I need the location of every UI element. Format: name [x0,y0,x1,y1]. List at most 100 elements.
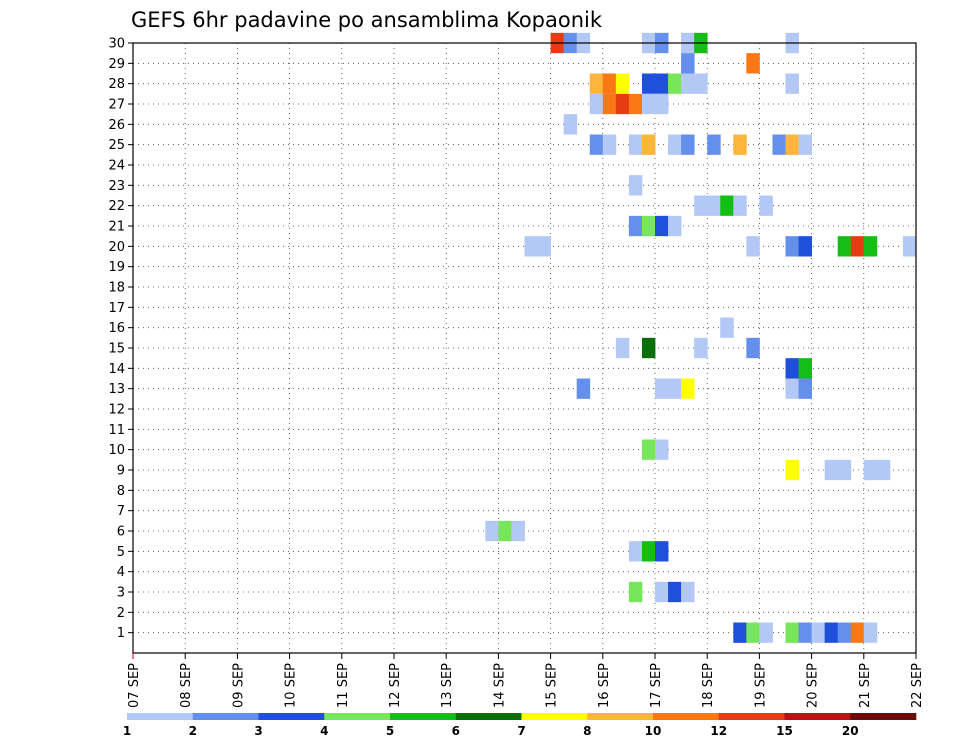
y-axis: 1234567891011121314151617181920212223242… [108,37,133,641]
precip-cell [641,215,656,237]
x-tick-label: 22 SEP [910,663,925,708]
colorbar-label: 20 [842,724,859,738]
precip-cell [589,134,604,155]
precip-cell [628,93,643,115]
precip-cell [602,134,617,155]
colorbar-segment [784,713,851,720]
y-tick-label: 7 [117,504,125,519]
y-tick-label: 23 [108,179,125,194]
y-tick-label: 20 [108,240,125,255]
precip-cell [798,622,812,643]
precip-cell [655,93,669,115]
precip-cell [746,622,760,643]
x-axis: 07 SEP 08 SEP 09 SEP 10 SEP 11 SEP 12 SEP 13 S… [127,653,925,708]
precip-cell [511,520,525,542]
precip-cell [746,337,760,359]
colorbar: 1 2 3 4 5 6 7 8 10 12 15 20 [123,713,917,738]
y-tick-label: 19 [108,260,125,275]
precip-cell [655,73,669,94]
precip-cell [785,358,799,379]
y-tick-label: 18 [108,281,125,296]
precip-cell [641,337,656,359]
y-tick-label: 27 [108,98,125,113]
precip-cell [694,73,708,94]
y-tick-label: 17 [108,301,125,316]
x-tick-label: 14 SEP [492,663,507,708]
precip-cell [681,73,695,94]
precip-cell [746,236,760,257]
colorbar-segment [455,713,522,720]
precip-cell [785,622,799,643]
precip-cell [707,195,721,216]
colorbar-segment [587,713,654,720]
precip-cell [681,53,695,74]
precip-cell [668,134,682,155]
precip-cell [837,236,852,257]
precip-cell [837,459,852,481]
precip-cell [537,236,551,257]
precip-cell [707,134,721,155]
colorbar-label: 5 [386,724,394,738]
colorbar-label: 15 [776,724,793,738]
y-tick-label: 14 [108,362,125,377]
precip-cell [759,195,773,216]
x-tick-label: 10 SEP [284,663,299,708]
precip-cell [850,236,865,257]
precip-cell [655,215,669,237]
precip-cell [641,73,656,94]
precip-cell [733,622,747,643]
precip-cell [785,236,799,257]
precip-cell [641,439,656,460]
y-tick-label: 4 [117,565,125,580]
precip-cell [681,378,695,399]
precip-cell [668,215,682,237]
x-tick-label: 08 SEP [179,663,194,708]
precip-cell [863,622,878,643]
y-tick-label: 12 [108,403,125,418]
precip-cell [720,317,734,338]
precip-cell [733,195,747,216]
colorbar-label: 12 [710,724,727,738]
precip-cell [798,134,812,155]
precip-cell [655,439,669,460]
y-tick-label: 8 [117,484,125,499]
y-tick-label: 1 [117,626,125,641]
precip-cell [641,541,656,562]
y-tick-label: 29 [108,57,125,72]
precip-cell [733,134,747,155]
precip-cell [615,337,630,359]
precip-cell [668,378,682,399]
colorbar-segment [718,713,785,720]
colorbar-label: 4 [320,724,328,738]
y-tick-label: 25 [108,138,125,153]
colorbar-label: 6 [452,724,460,738]
colorbar-label: 10 [645,724,662,738]
colorbar-label: 8 [583,724,591,738]
precip-cell [720,195,734,216]
precip-cell [655,581,669,603]
y-tick-label: 16 [108,321,125,336]
y-tick-label: 9 [117,464,125,479]
precip-cell [615,73,630,94]
colorbar-segment [850,713,917,720]
precip-cell [498,520,512,542]
precip-cell [641,93,656,115]
precip-cell [798,358,812,379]
y-tick-label: 22 [108,199,125,214]
x-tick-label: 09 SEP [231,663,246,708]
precip-cell [785,378,799,399]
colorbar-segment [653,713,720,720]
x-tick-label: 13 SEP [440,663,455,708]
precip-cell [681,581,695,603]
precip-cell [824,622,839,643]
x-tick-label: 16 SEP [597,663,612,708]
precip-cell [668,73,682,94]
precip-cell [785,134,799,155]
precip-cell [563,114,578,135]
precip-cell [759,622,773,643]
colorbar-segment [521,713,588,720]
colorbar-label: 3 [254,724,262,738]
precip-cell [628,134,643,155]
colorbar-segment [390,713,457,720]
precip-cell [602,73,617,94]
